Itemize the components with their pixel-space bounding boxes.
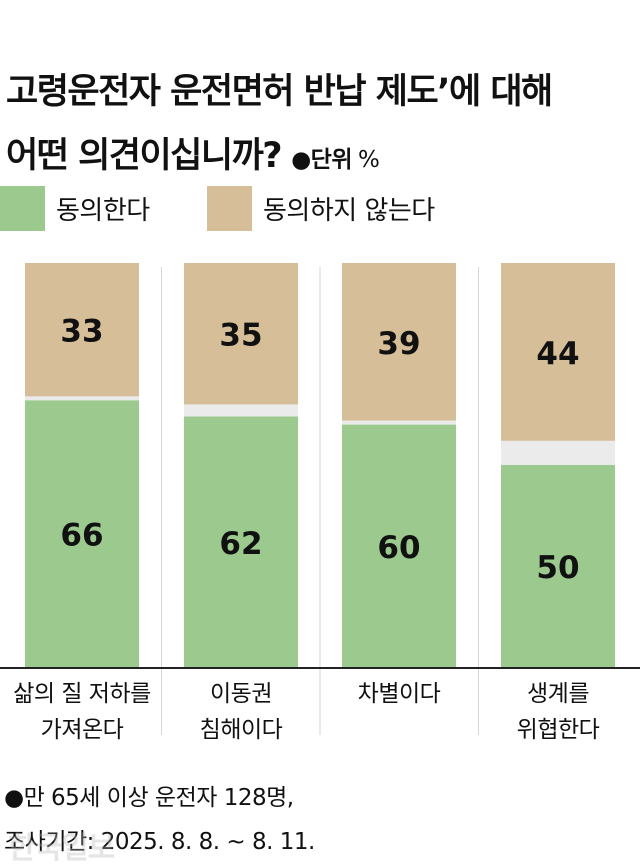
data-label-disagree: 35 [219, 318, 262, 354]
category-label: 가져온다 [41, 717, 124, 743]
unit-label: ●단위% [291, 147, 380, 173]
data-label-agree: 66 [60, 518, 103, 554]
title-line-2: 어떤 의견이십니까? ●단위% [6, 124, 634, 192]
data-label-agree: 62 [219, 526, 262, 562]
category-label: 이동권 [210, 681, 272, 707]
legend-swatch-agree [0, 186, 45, 231]
chart-title: 고령운전자 운전면허 반납 제도’에 대해 어떤 의견이십니까? ●단위% [6, 60, 634, 192]
footnote-line-2: 조사기간: 2025. 8. 8. ~ 8. 11. [4, 829, 315, 855]
title-line-1: 고령운전자 운전면허 반납 제도’에 대해 [6, 72, 553, 112]
data-label-disagree: 44 [536, 336, 579, 372]
bar-disagree-segment [501, 263, 615, 441]
category-label: 생계를 [527, 681, 589, 707]
legend-label-disagree: 동의하지 않는다 [263, 196, 435, 226]
bar-disagree-segment [25, 263, 139, 397]
bar-agree-segment [25, 400, 139, 667]
bar-agree-segment [184, 416, 298, 667]
footnote: ●만 65세 이상 운전자 128명, 조사기간: 2025. 8. 8. ~ … [4, 776, 315, 864]
bar-agree-segment [342, 424, 456, 667]
unit-symbol: % [357, 147, 380, 173]
bar-disagree-segment [184, 263, 298, 405]
category-label: 차별이다 [358, 681, 441, 707]
data-label-agree: 50 [536, 550, 579, 586]
data-label-agree: 60 [377, 530, 420, 566]
bar-disagree-segment [342, 263, 456, 421]
legend: 동의한다 동의하지 않는다 [0, 186, 640, 232]
legend-swatch-disagree [207, 186, 252, 231]
legend-label-agree: 동의한다 [56, 196, 150, 226]
footnote-line-1: ●만 65세 이상 운전자 128명, [4, 785, 294, 811]
data-label-disagree: 33 [60, 314, 103, 350]
bar-agree-segment [501, 465, 615, 667]
category-label: 삶의 질 저하를 [13, 681, 151, 707]
category-label: 위협한다 [517, 717, 600, 743]
unit-text: ●단위 [291, 147, 352, 173]
data-label-disagree: 39 [377, 326, 420, 362]
category-label: 침해이다 [200, 717, 283, 743]
title-line-2-text: 어떤 의견이십니까? [6, 136, 283, 176]
